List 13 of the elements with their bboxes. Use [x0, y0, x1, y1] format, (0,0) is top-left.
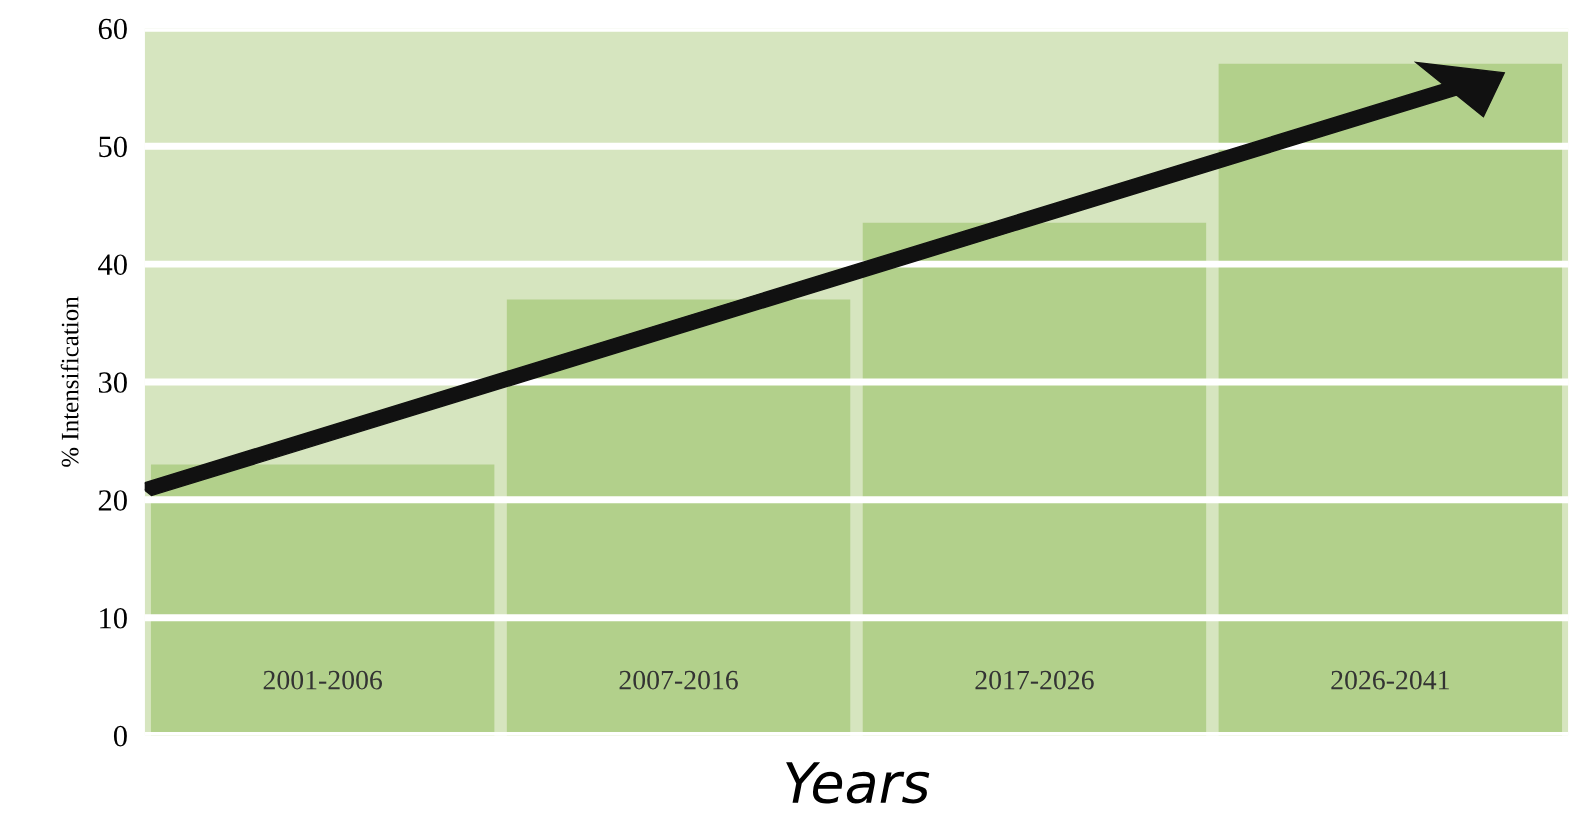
y-tick-label: 60	[98, 18, 127, 40]
y-tick-label: 50	[99, 136, 127, 158]
y-tick-label: 40	[98, 254, 127, 275]
y-tick-label: 30	[98, 372, 127, 393]
x-tick-label: 2007-2016	[619, 670, 738, 690]
y-axis-title: % Intensification	[60, 296, 79, 467]
y-tick-label: 0	[113, 725, 127, 747]
x-tick-label: 2017-2026	[975, 670, 1094, 690]
y-tick-label: 20	[98, 490, 127, 511]
x-tick-label: 2001-2006	[263, 670, 383, 690]
y-tick-label: 10	[100, 608, 127, 629]
x-tick-label: 2026-2041	[1331, 670, 1449, 690]
x-axis-title: Years	[786, 762, 930, 804]
